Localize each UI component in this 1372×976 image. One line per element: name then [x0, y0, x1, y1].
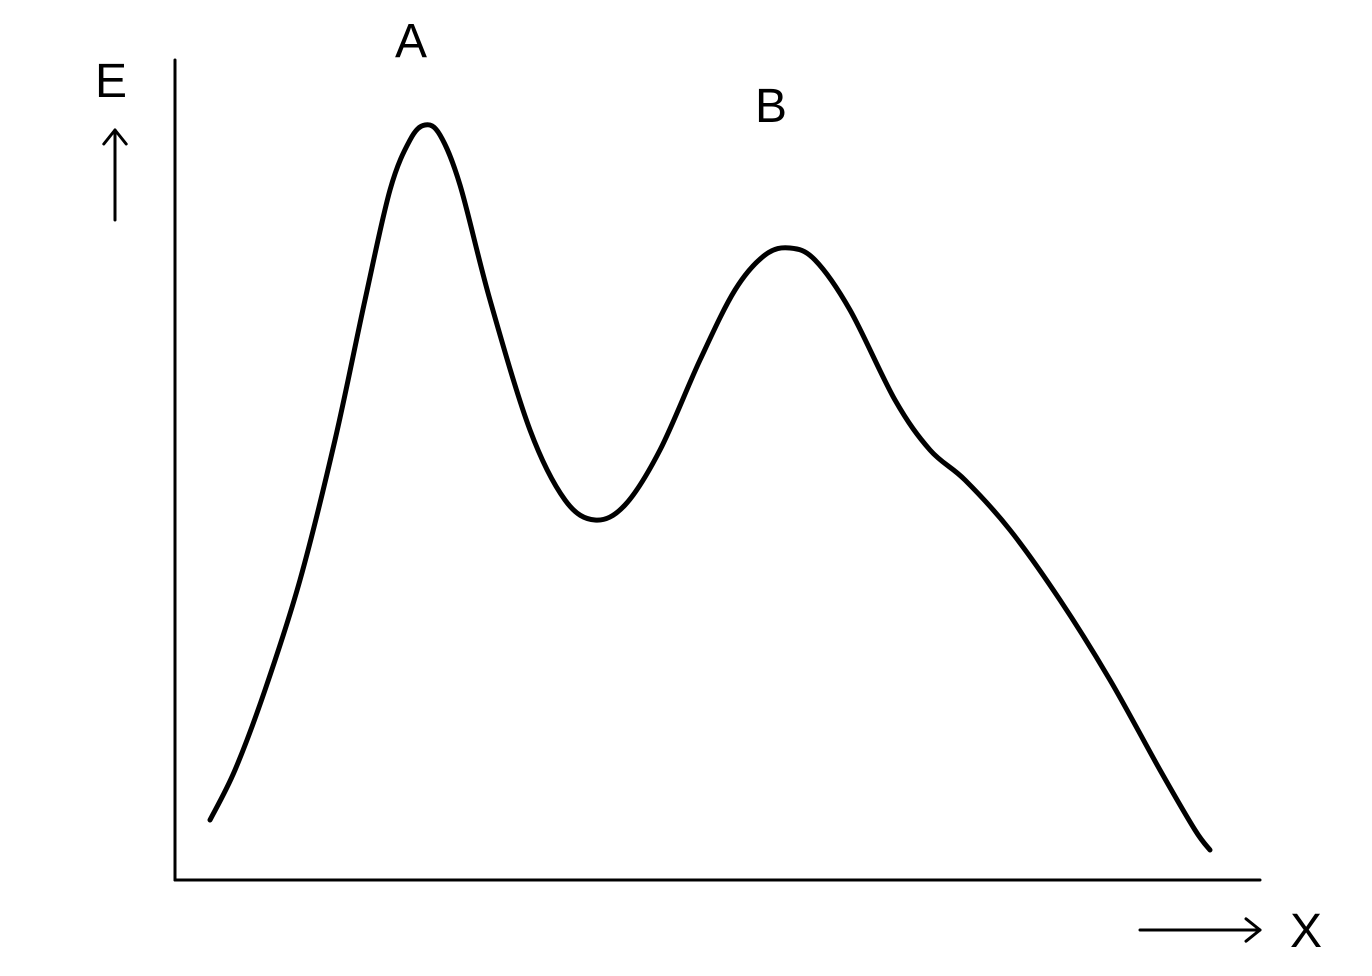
x-axis-label: X — [1290, 904, 1322, 959]
energy-reaction-coordinate-chart: E X A B — [0, 0, 1372, 976]
peak-b-label: B — [755, 79, 787, 134]
chart-svg — [0, 0, 1372, 976]
peak-a-label: A — [395, 14, 427, 69]
y-axis-label: E — [95, 54, 127, 109]
